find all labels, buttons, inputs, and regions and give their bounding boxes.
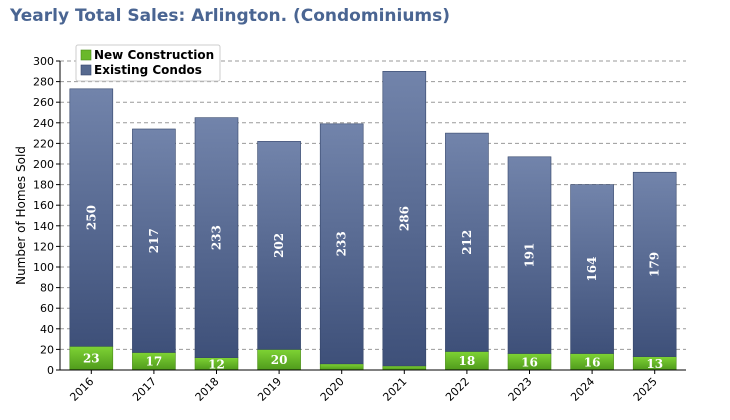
x-tick-label: 2022 <box>443 375 472 404</box>
data-label: 286 <box>397 206 411 231</box>
data-label: 233 <box>335 231 349 256</box>
y-tick-label: 60 <box>40 302 54 315</box>
x-tick-label: 2024 <box>568 375 597 404</box>
y-axis-title: Number of Homes Sold <box>14 146 28 285</box>
x-tick-label: 2019 <box>255 375 284 404</box>
x-tick-label: 2025 <box>631 375 660 404</box>
x-tick-label: 2021 <box>380 375 409 404</box>
bar-existing-condos <box>69 88 114 347</box>
legend-swatch <box>80 64 92 76</box>
x-tick-label: 2023 <box>506 375 535 404</box>
bar-existing-condos <box>570 184 614 354</box>
y-tick-label: 80 <box>40 282 54 295</box>
bar-existing-condos <box>507 156 552 354</box>
y-tick-label: 20 <box>40 343 54 356</box>
legend-label: New Construction <box>94 48 214 62</box>
legend-label: Existing Condos <box>94 63 202 77</box>
bar-existing-condos <box>445 132 489 352</box>
x-tick-label: 2018 <box>193 375 222 404</box>
data-label: 20 <box>271 353 288 367</box>
y-tick-label: 280 <box>33 76 54 89</box>
bar-new-construction <box>319 363 364 371</box>
data-labels: 23 250 17 217 12 233 20 202 233 286 18 212 16 191 16 16… <box>83 205 663 371</box>
data-label: 202 <box>272 233 286 258</box>
x-tick-label: 2020 <box>318 375 347 404</box>
data-label: 233 <box>210 225 224 250</box>
x-tick-label: 2017 <box>130 375 159 404</box>
y-tick-label: 240 <box>33 117 54 130</box>
data-label: 179 <box>648 252 662 277</box>
y-tick-label: 220 <box>33 137 54 150</box>
bar-existing-condos <box>194 117 239 358</box>
y-tick-label: 260 <box>33 96 54 109</box>
y-tick-label: 300 <box>33 55 54 68</box>
data-label: 13 <box>646 357 663 371</box>
legend-box <box>75 44 221 82</box>
bars <box>69 71 677 371</box>
data-label: 16 <box>584 355 601 369</box>
y-tick-label: 160 <box>33 199 54 212</box>
data-label: 217 <box>147 228 161 253</box>
data-label: 164 <box>585 257 599 282</box>
data-label: 191 <box>523 243 537 268</box>
bar-existing-condos <box>319 123 364 365</box>
chart-title: Yearly Total Sales: Arlington. (Condomin… <box>10 6 451 26</box>
bar-existing-condos <box>132 128 176 353</box>
y-tick-label: 180 <box>33 179 54 192</box>
data-label: 23 <box>83 352 100 366</box>
data-label: 18 <box>459 354 476 368</box>
bar-existing-condos <box>632 171 677 357</box>
y-tick-label: 0 <box>47 364 54 377</box>
bar-existing-condos <box>382 71 427 367</box>
data-label: 212 <box>460 230 474 255</box>
y-tick-label: 140 <box>33 220 54 233</box>
data-label: 250 <box>84 205 98 230</box>
y-tick-label: 120 <box>33 240 54 253</box>
y-tick-label: 100 <box>33 261 54 274</box>
y-tick-label: 40 <box>40 323 54 336</box>
data-label: 17 <box>146 355 163 369</box>
data-label: 16 <box>521 355 538 369</box>
bar-existing-condos <box>257 141 301 350</box>
y-tick-label: 200 <box>33 158 54 171</box>
legend-swatch <box>80 49 92 61</box>
bar-new-construction <box>382 365 427 371</box>
x-tick-label: 2016 <box>67 375 96 404</box>
data-label: 12 <box>208 357 225 371</box>
